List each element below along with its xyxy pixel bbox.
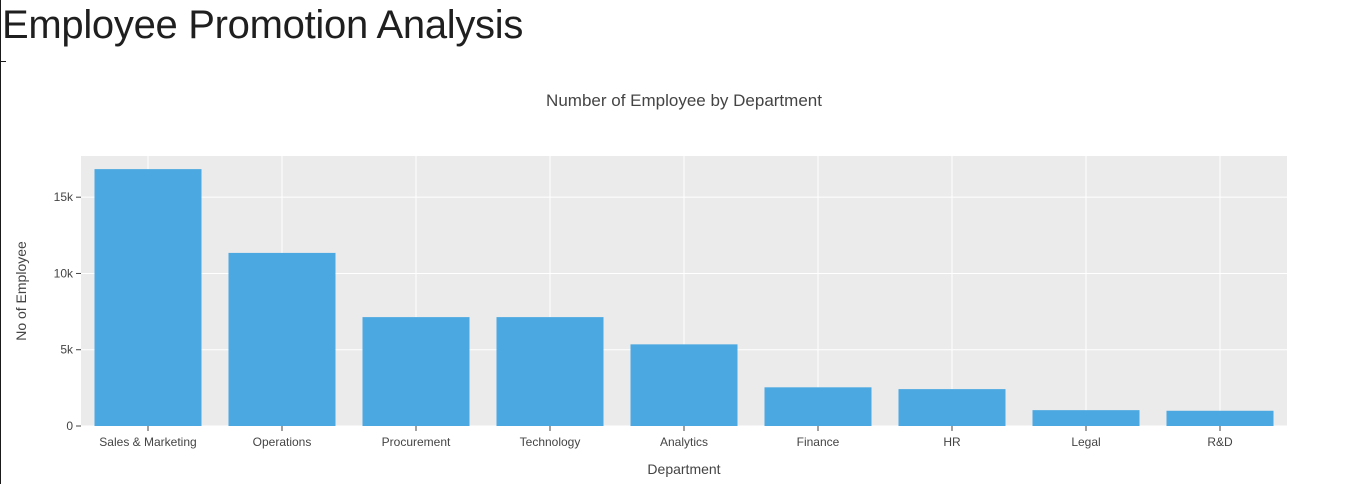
page-title: Employee Promotion Analysis xyxy=(2,3,524,47)
y-axis-title: No of Employee xyxy=(13,241,29,341)
x-axis-title: Department xyxy=(647,461,720,477)
bar[interactable] xyxy=(496,317,604,426)
y-tick-label: 10k xyxy=(54,266,74,280)
bar[interactable] xyxy=(1166,410,1274,426)
x-tick-label: R&D xyxy=(1207,435,1233,449)
x-tick-label: Analytics xyxy=(660,435,708,449)
chart-title: Number of Employee by Department xyxy=(546,91,822,110)
bar[interactable] xyxy=(1032,410,1140,426)
y-tick-label: 5k xyxy=(60,343,74,357)
bar[interactable] xyxy=(630,344,738,426)
bar[interactable] xyxy=(94,169,202,426)
y-tick-label: 0 xyxy=(66,419,73,433)
x-tick-label: Legal xyxy=(1071,435,1100,449)
bar[interactable] xyxy=(362,317,470,426)
bar[interactable] xyxy=(898,389,1006,426)
y-tick-label: 15k xyxy=(54,190,74,204)
x-tick-label: HR xyxy=(943,435,961,449)
x-tick-label: Sales & Marketing xyxy=(99,435,196,449)
title-underline-mark xyxy=(0,61,6,62)
x-tick-label: Technology xyxy=(520,435,581,449)
left-border xyxy=(0,0,1,484)
bar[interactable] xyxy=(764,387,872,426)
bar[interactable] xyxy=(228,252,336,426)
x-tick-label: Finance xyxy=(797,435,840,449)
bar-layer xyxy=(94,169,1274,426)
x-tick-label: Operations xyxy=(253,435,312,449)
x-axis: Sales & Marketing Operations Procurement Te… xyxy=(99,426,1233,449)
y-axis: 0 5k 10k 15k xyxy=(54,190,81,433)
x-tick-label: Procurement xyxy=(382,435,451,449)
